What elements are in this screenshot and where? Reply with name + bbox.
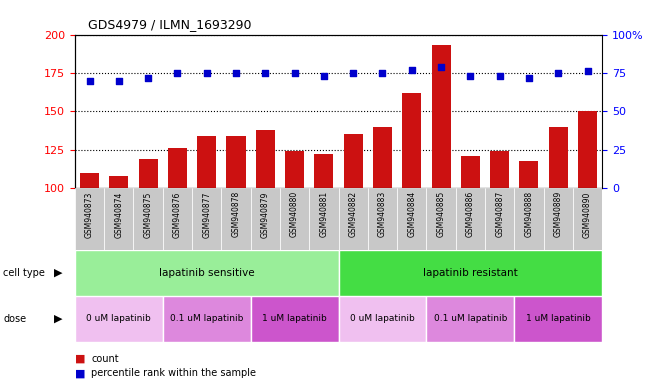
Bar: [573, 188, 602, 250]
Bar: [251, 188, 280, 250]
Bar: [519, 161, 538, 188]
Point: [173, 70, 183, 76]
Bar: [285, 151, 304, 188]
Bar: [339, 250, 602, 296]
Point: [143, 74, 154, 81]
Point: [495, 73, 505, 79]
Text: 0 uM lapatinib: 0 uM lapatinib: [350, 314, 415, 323]
Text: lapatinib sensitive: lapatinib sensitive: [159, 268, 255, 278]
Bar: [80, 173, 99, 188]
Bar: [221, 188, 251, 250]
Point: [231, 70, 242, 76]
Text: 1 uM lapatinib: 1 uM lapatinib: [526, 314, 590, 323]
Bar: [75, 188, 104, 250]
Text: GSM940886: GSM940886: [466, 191, 475, 237]
Bar: [104, 188, 133, 250]
Bar: [256, 130, 275, 188]
Bar: [139, 159, 158, 188]
Bar: [75, 250, 339, 296]
Text: cell type: cell type: [3, 268, 45, 278]
Text: GSM940879: GSM940879: [261, 191, 270, 238]
Point: [523, 74, 534, 81]
Point: [406, 67, 417, 73]
Point: [289, 70, 299, 76]
Bar: [339, 188, 368, 250]
Text: GSM940881: GSM940881: [320, 191, 328, 237]
Point: [260, 70, 271, 76]
Bar: [549, 127, 568, 188]
Bar: [402, 93, 421, 188]
Bar: [514, 188, 544, 250]
Text: GSM940890: GSM940890: [583, 191, 592, 238]
Bar: [163, 296, 251, 342]
Text: ■: ■: [75, 354, 85, 364]
Text: GSM940875: GSM940875: [144, 191, 152, 238]
Text: GSM940874: GSM940874: [115, 191, 123, 238]
Bar: [163, 188, 192, 250]
Point: [202, 70, 212, 76]
Point: [378, 70, 388, 76]
Text: 0 uM lapatinib: 0 uM lapatinib: [87, 314, 151, 323]
Bar: [432, 45, 450, 188]
Bar: [168, 148, 187, 188]
Text: GSM940882: GSM940882: [349, 191, 357, 237]
Text: GSM940887: GSM940887: [495, 191, 504, 237]
Text: percentile rank within the sample: percentile rank within the sample: [91, 368, 256, 378]
Point: [465, 73, 476, 79]
Bar: [426, 188, 456, 250]
Point: [553, 70, 564, 76]
Bar: [227, 136, 245, 188]
Bar: [485, 188, 514, 250]
Bar: [373, 127, 392, 188]
Text: GSM940888: GSM940888: [525, 191, 533, 237]
Bar: [192, 188, 221, 250]
Bar: [251, 296, 339, 342]
Text: GSM940873: GSM940873: [85, 191, 94, 238]
Bar: [344, 134, 363, 188]
Point: [348, 70, 358, 76]
Bar: [461, 156, 480, 188]
Text: GSM940885: GSM940885: [437, 191, 445, 237]
Text: 0.1 uM lapatinib: 0.1 uM lapatinib: [434, 314, 507, 323]
Bar: [368, 188, 397, 250]
Bar: [514, 296, 602, 342]
Bar: [133, 188, 163, 250]
Bar: [490, 151, 509, 188]
Point: [114, 78, 124, 84]
Bar: [75, 296, 163, 342]
Text: lapatinib resistant: lapatinib resistant: [423, 268, 518, 278]
Bar: [197, 136, 216, 188]
Bar: [456, 188, 485, 250]
Text: dose: dose: [3, 314, 27, 324]
Bar: [309, 188, 339, 250]
Text: ■: ■: [75, 368, 85, 378]
Bar: [578, 111, 597, 188]
Point: [436, 64, 447, 70]
Text: 0.1 uM lapatinib: 0.1 uM lapatinib: [170, 314, 243, 323]
Text: 1 uM lapatinib: 1 uM lapatinib: [262, 314, 327, 323]
Text: ▶: ▶: [54, 314, 62, 324]
Text: GSM940884: GSM940884: [408, 191, 416, 237]
Text: GSM940877: GSM940877: [202, 191, 211, 238]
Point: [583, 68, 593, 74]
Bar: [314, 154, 333, 188]
Bar: [339, 296, 426, 342]
Bar: [544, 188, 573, 250]
Bar: [280, 188, 309, 250]
Text: GDS4979 / ILMN_1693290: GDS4979 / ILMN_1693290: [88, 18, 251, 31]
Text: count: count: [91, 354, 118, 364]
Text: GSM940889: GSM940889: [554, 191, 562, 237]
Text: ▶: ▶: [54, 268, 62, 278]
Text: GSM940883: GSM940883: [378, 191, 387, 237]
Text: GSM940876: GSM940876: [173, 191, 182, 238]
Bar: [109, 176, 128, 188]
Point: [319, 73, 329, 79]
Bar: [426, 296, 514, 342]
Text: GSM940878: GSM940878: [232, 191, 240, 237]
Point: [85, 78, 95, 84]
Bar: [397, 188, 426, 250]
Text: GSM940880: GSM940880: [290, 191, 299, 237]
